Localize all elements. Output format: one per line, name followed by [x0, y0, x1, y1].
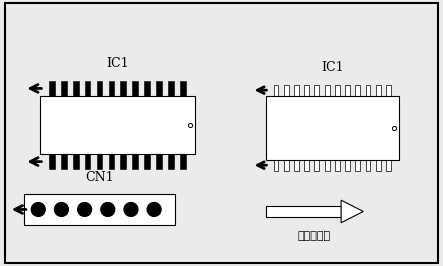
Bar — [294, 160, 299, 171]
Bar — [144, 81, 150, 96]
Bar — [49, 154, 54, 169]
Polygon shape — [341, 200, 363, 223]
Bar — [120, 81, 126, 96]
Bar — [61, 81, 66, 96]
Bar — [365, 85, 370, 96]
Text: IC1: IC1 — [106, 57, 129, 70]
Bar — [97, 154, 102, 169]
Bar — [304, 85, 309, 96]
Bar — [180, 81, 186, 96]
Text: 过波峰方向: 过波峰方向 — [298, 231, 331, 241]
Bar — [144, 154, 150, 169]
Bar — [355, 160, 360, 171]
Bar — [97, 81, 102, 96]
Bar — [73, 154, 78, 169]
Bar — [345, 160, 350, 171]
Bar — [294, 85, 299, 96]
Bar — [73, 81, 78, 96]
Circle shape — [147, 203, 161, 217]
Bar — [156, 154, 162, 169]
Bar — [386, 160, 391, 171]
Bar — [325, 160, 330, 171]
Text: CN1: CN1 — [85, 171, 114, 184]
Bar — [85, 154, 90, 169]
Bar — [274, 160, 279, 171]
Bar — [304, 160, 309, 171]
Circle shape — [124, 203, 138, 217]
Bar — [376, 85, 381, 96]
Bar — [315, 160, 319, 171]
Bar — [266, 96, 399, 160]
Bar — [355, 85, 360, 96]
Bar — [109, 154, 114, 169]
Circle shape — [54, 203, 68, 217]
Circle shape — [31, 203, 45, 217]
Bar — [109, 81, 114, 96]
Bar — [266, 206, 341, 217]
Bar — [274, 85, 279, 96]
Bar — [85, 81, 90, 96]
Bar — [120, 154, 126, 169]
Bar — [345, 85, 350, 96]
Bar — [376, 160, 381, 171]
Circle shape — [101, 203, 115, 217]
Bar — [156, 81, 162, 96]
Bar — [386, 85, 391, 96]
Bar — [24, 194, 175, 225]
Bar — [180, 154, 186, 169]
Bar — [40, 96, 195, 154]
Bar — [132, 154, 138, 169]
Bar — [365, 160, 370, 171]
Bar — [315, 85, 319, 96]
Bar — [325, 85, 330, 96]
Bar — [284, 160, 289, 171]
Bar — [168, 81, 174, 96]
Bar — [168, 154, 174, 169]
Bar — [284, 85, 289, 96]
Text: IC1: IC1 — [321, 61, 344, 74]
Bar — [49, 81, 54, 96]
Bar — [335, 160, 340, 171]
Circle shape — [78, 203, 92, 217]
Bar — [132, 81, 138, 96]
Bar — [335, 85, 340, 96]
Bar — [61, 154, 66, 169]
